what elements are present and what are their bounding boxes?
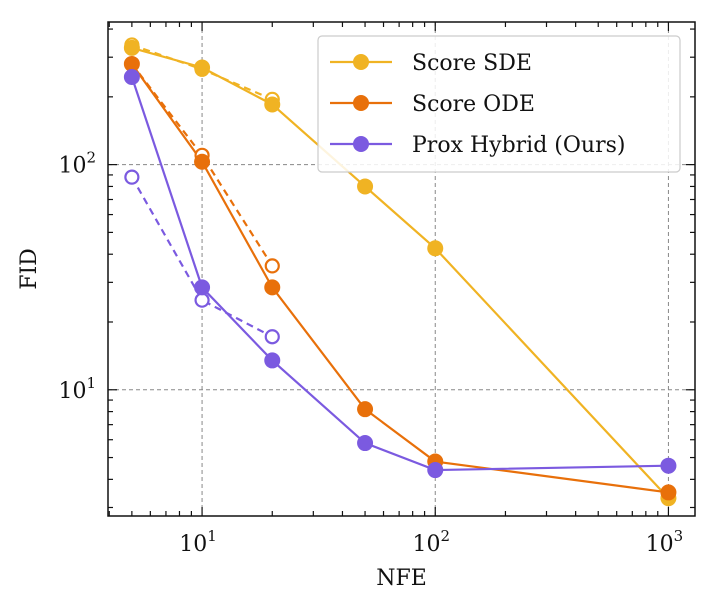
point-score-sde-10	[194, 59, 211, 76]
y-axis-label: FID	[17, 248, 42, 290]
plot-frame	[107, 21, 696, 517]
series-dashed-line-score-ode	[130, 63, 274, 267]
legend-marker-score-sde	[353, 54, 369, 70]
point-score-ode-1000	[660, 484, 677, 501]
x-tick-label-10: 101	[179, 527, 217, 557]
point-score-sde-100	[427, 240, 444, 257]
y-tick-label-10: 101	[58, 374, 96, 404]
point-prox-hybrid-ours-5	[123, 69, 140, 86]
point-prox-hybrid-ours-1000	[660, 457, 677, 474]
legend-label-prox-hybrid: Prox Hybrid (Ours)	[412, 133, 625, 158]
legend-entry-score-ode: Score ODE	[330, 92, 535, 117]
legend-box	[317, 35, 681, 173]
series-solid-line-score-ode	[130, 63, 669, 494]
point-dashed-score-ode-20	[264, 258, 280, 274]
ticks	[108, 22, 695, 516]
legend-entry-score-sde: Score SDE	[330, 51, 532, 76]
x-tick-label-1000: 103	[646, 527, 684, 557]
x-tick-label-100: 102	[412, 527, 450, 557]
point-score-ode-5	[123, 55, 140, 72]
point-prox-hybrid-ours-100	[427, 462, 444, 479]
legend-marker-score-ode	[353, 95, 369, 111]
legend-marker-prox-hybrid	[353, 136, 369, 152]
point-dashed-prox-hybrid-ours-5	[124, 169, 140, 185]
point-prox-hybrid-ours-50	[357, 435, 374, 452]
gridlines	[108, 22, 695, 516]
point-score-sde-5	[123, 39, 140, 56]
point-score-sde-50	[357, 178, 374, 195]
series-solid-line-prox-hybrid-ours	[130, 76, 669, 472]
point-score-ode-50	[357, 401, 374, 418]
series-dashed-line-prox-hybrid-ours	[130, 176, 273, 338]
point-prox-hybrid-ours-20	[264, 352, 281, 369]
legend-entry-prox-hybrid: Prox Hybrid (Ours)	[330, 133, 625, 158]
legend-label-score-ode: Score ODE	[412, 92, 535, 117]
legend-label-score-sde: Score SDE	[412, 51, 532, 76]
tick-labels: 101 102 103 101 102	[58, 149, 683, 557]
data-markers	[123, 37, 677, 507]
point-score-sde-20	[264, 96, 281, 113]
point-score-ode-10	[194, 153, 211, 170]
legend: Score SDE Score ODE Prox Hybrid (Ours)	[317, 35, 681, 173]
point-prox-hybrid-ours-10	[194, 279, 211, 296]
y-tick-label-100: 102	[58, 149, 96, 179]
point-score-ode-20	[264, 279, 281, 296]
x-axis-label: NFE	[376, 566, 427, 591]
point-dashed-prox-hybrid-ours-10	[194, 292, 210, 308]
point-dashed-prox-hybrid-ours-20	[264, 329, 280, 345]
